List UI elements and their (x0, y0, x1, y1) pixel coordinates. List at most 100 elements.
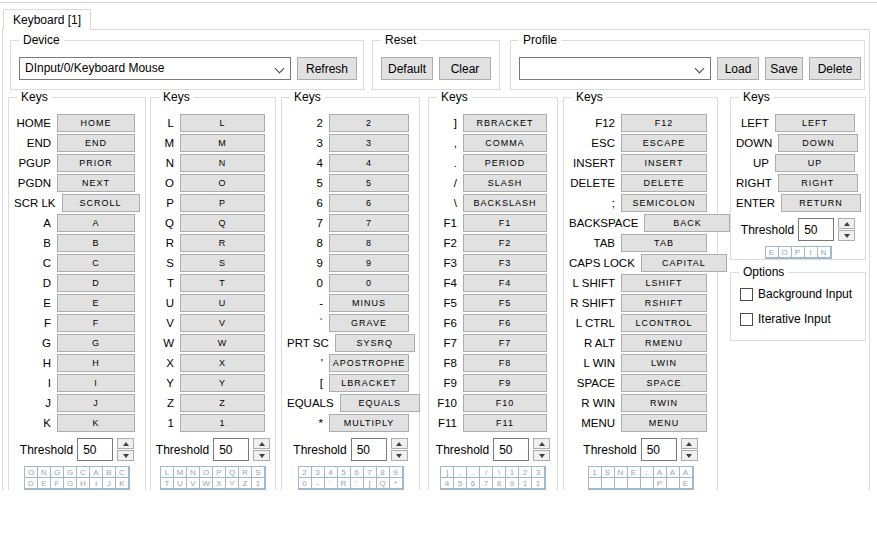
spinner-up-button[interactable] (533, 438, 550, 449)
device-select[interactable]: DInput/0/Keyboard Mouse (19, 57, 291, 80)
background-input-option[interactable]: Background Input (740, 286, 865, 302)
spinner-up-button[interactable] (681, 438, 698, 449)
key-binding-button[interactable]: SEMICOLON (621, 194, 707, 212)
key-binding-button[interactable]: U (180, 294, 265, 312)
delete-button[interactable]: Delete (809, 57, 861, 80)
threshold-input[interactable] (493, 438, 529, 461)
key-binding-button[interactable]: LCONTROL (621, 314, 707, 332)
key-binding-button[interactable]: TAB (621, 234, 707, 252)
key-binding-button[interactable]: 0 (329, 274, 409, 292)
key-binding-button[interactable]: Q (180, 214, 265, 232)
key-binding-button[interactable]: F (57, 314, 135, 332)
key-binding-button[interactable]: 5 (329, 174, 409, 192)
spinner-down-button[interactable] (533, 450, 550, 461)
key-binding-button[interactable]: SCROLL (62, 194, 140, 212)
key-binding-button[interactable]: V (180, 314, 265, 332)
key-binding-button[interactable]: K (57, 414, 135, 432)
key-binding-button[interactable]: RBRACKET (463, 114, 547, 132)
key-binding-button[interactable]: SLASH (463, 174, 547, 192)
key-binding-button[interactable]: F4 (463, 274, 547, 292)
key-binding-button[interactable]: L (180, 114, 265, 132)
key-binding-button[interactable]: C (57, 254, 135, 272)
key-binding-button[interactable]: F1 (463, 214, 547, 232)
key-binding-button[interactable]: BACKSLASH (463, 194, 547, 212)
key-binding-button[interactable]: F9 (463, 374, 547, 392)
spinner-down-button[interactable] (117, 450, 134, 461)
key-binding-button[interactable]: UP (775, 154, 855, 172)
spinner-up-button[interactable] (253, 438, 270, 449)
key-binding-button[interactable]: F6 (463, 314, 547, 332)
key-binding-button[interactable]: DOWN (778, 134, 858, 152)
key-binding-button[interactable]: APOSTROPHE (329, 354, 409, 372)
iterative-input-option[interactable]: Iterative Input (740, 311, 865, 327)
key-binding-button[interactable]: INSERT (621, 154, 707, 172)
key-binding-button[interactable]: END (57, 134, 135, 152)
key-binding-button[interactable]: F12 (621, 114, 707, 132)
tab-keyboard-1[interactable]: Keyboard [1] (3, 9, 91, 30)
key-binding-button[interactable]: I (57, 374, 135, 392)
spinner-down-button[interactable] (681, 450, 698, 461)
key-binding-button[interactable]: 6 (329, 194, 409, 212)
key-binding-button[interactable]: CAPITAL (641, 254, 727, 272)
key-binding-button[interactable]: HOME (57, 114, 135, 132)
spinner-up-button[interactable] (117, 438, 134, 449)
key-binding-button[interactable]: GRAVE (329, 314, 409, 332)
key-binding-button[interactable]: Y (180, 374, 265, 392)
key-binding-button[interactable]: S (180, 254, 265, 272)
key-binding-button[interactable]: SPACE (621, 374, 707, 392)
key-binding-button[interactable]: LEFT (775, 114, 855, 132)
key-binding-button[interactable]: MULTIPLY (329, 414, 409, 432)
threshold-input[interactable] (351, 438, 387, 461)
key-binding-button[interactable]: PRIOR (57, 154, 135, 172)
key-binding-button[interactable]: RMENU (621, 334, 707, 352)
key-binding-button[interactable]: RSHIFT (621, 294, 707, 312)
key-binding-button[interactable]: BACK (644, 214, 730, 232)
key-binding-button[interactable]: COMMA (463, 134, 547, 152)
key-binding-button[interactable]: ESCAPE (621, 134, 707, 152)
key-binding-button[interactable]: D (57, 274, 135, 292)
key-binding-button[interactable]: RIGHT (778, 174, 858, 192)
checkbox-background-input[interactable] (740, 288, 753, 301)
key-binding-button[interactable]: F11 (463, 414, 547, 432)
checkbox-iterative-input[interactable] (740, 313, 753, 326)
threshold-input[interactable] (77, 438, 113, 461)
key-binding-button[interactable]: F5 (463, 294, 547, 312)
load-button[interactable]: Load (717, 57, 759, 80)
spinner-down-button[interactable] (253, 450, 270, 461)
key-binding-button[interactable]: P (180, 194, 265, 212)
key-binding-button[interactable]: 7 (329, 214, 409, 232)
key-binding-button[interactable]: LWIN (621, 354, 707, 372)
save-button[interactable]: Save (765, 57, 803, 80)
spinner-up-button[interactable] (391, 438, 408, 449)
key-binding-button[interactable]: 8 (329, 234, 409, 252)
key-binding-button[interactable]: F8 (463, 354, 547, 372)
key-binding-button[interactable]: EQUALS (340, 394, 420, 412)
key-binding-button[interactable]: LSHIFT (621, 274, 707, 292)
key-binding-button[interactable]: 1 (180, 414, 265, 432)
key-binding-button[interactable]: H (57, 354, 135, 372)
key-binding-button[interactable]: T (180, 274, 265, 292)
threshold-input[interactable] (798, 218, 834, 241)
key-binding-button[interactable]: F3 (463, 254, 547, 272)
key-binding-button[interactable]: M (180, 134, 265, 152)
key-binding-button[interactable]: W (180, 334, 265, 352)
key-binding-button[interactable]: G (57, 334, 135, 352)
key-binding-button[interactable]: X (180, 354, 265, 372)
key-binding-button[interactable]: N (180, 154, 265, 172)
key-binding-button[interactable]: F10 (463, 394, 547, 412)
key-binding-button[interactable]: NEXT (57, 174, 135, 192)
key-binding-button[interactable]: O (180, 174, 265, 192)
key-binding-button[interactable]: RWIN (621, 394, 707, 412)
key-binding-button[interactable]: 3 (329, 134, 409, 152)
key-binding-button[interactable]: MINUS (329, 294, 409, 312)
key-binding-button[interactable]: RETURN (781, 194, 861, 212)
spinner-down-button[interactable] (838, 230, 855, 241)
key-binding-button[interactable]: DELETE (621, 174, 707, 192)
key-binding-button[interactable]: B (57, 234, 135, 252)
default-button[interactable]: Default (381, 57, 433, 80)
clear-button[interactable]: Clear (439, 57, 491, 80)
spinner-down-button[interactable] (391, 450, 408, 461)
key-binding-button[interactable]: R (180, 234, 265, 252)
key-binding-button[interactable]: 9 (329, 254, 409, 272)
key-binding-button[interactable]: E (57, 294, 135, 312)
